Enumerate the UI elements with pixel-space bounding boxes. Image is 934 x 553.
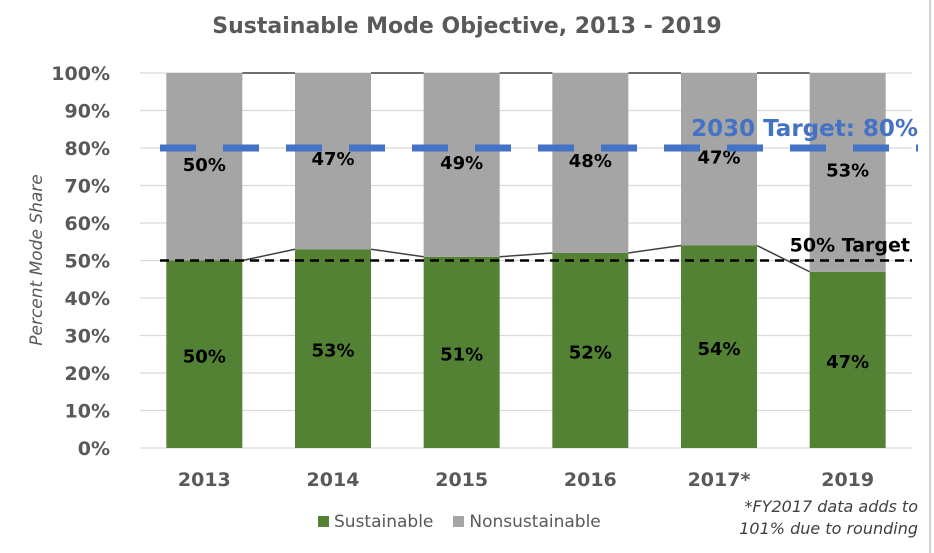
legend-item-nonsustainable: Nonsustainable <box>453 512 601 532</box>
series-line <box>756 244 811 273</box>
y-tick-label: 20% <box>65 363 110 385</box>
legend-label-nonsustainable: Nonsustainable <box>469 512 601 532</box>
data-label: 50% <box>183 155 226 176</box>
legend-swatch-sustainable <box>318 516 329 527</box>
footnote-line-2: 101% due to rounding <box>739 519 918 538</box>
y-tick-label: 60% <box>65 213 110 235</box>
y-tick-label: 10% <box>65 401 110 423</box>
bar-nonsustainable <box>295 73 371 250</box>
bar-sustainable <box>166 260 243 448</box>
series-line <box>499 252 553 258</box>
bar-nonsustainable <box>423 73 500 257</box>
data-label: 47% <box>311 149 354 170</box>
series-line <box>628 244 682 254</box>
y-tick-label: 0% <box>78 438 110 460</box>
chart-title: Sustainable Mode Objective, 2013 - 2019 <box>212 14 722 39</box>
bar-sustainable <box>681 245 757 448</box>
series-line <box>242 248 296 262</box>
y-tick-label: 50% <box>65 251 110 273</box>
bar-sustainable <box>295 249 371 448</box>
bar-sustainable <box>809 271 886 448</box>
data-label: 54% <box>697 339 740 360</box>
legend: Sustainable Nonsustainable <box>318 512 601 532</box>
bar-nonsustainable <box>809 73 886 272</box>
x-tick-label: 2015 <box>435 469 488 491</box>
x-tick-label: 2017* <box>688 469 751 491</box>
target-2030-label: 2030 Target: 80% <box>691 116 918 142</box>
x-tick-label: 2016 <box>564 469 617 491</box>
y-tick-label: 80% <box>65 138 110 160</box>
bar-nonsustainable <box>552 73 629 253</box>
y-axis-label: Percent Mode Share <box>27 174 47 346</box>
data-label: 48% <box>569 151 612 172</box>
data-label: 53% <box>826 160 869 181</box>
y-tick-label: 100% <box>51 63 110 85</box>
legend-swatch-nonsustainable <box>453 516 465 527</box>
y-tick-label: 90% <box>65 101 110 123</box>
x-tick-label: 2013 <box>178 469 231 491</box>
data-label: 47% <box>826 352 869 373</box>
footnote-line-1: *FY2017 data adds to <box>744 497 918 516</box>
x-tick-label: 2019 <box>821 469 874 491</box>
bar-nonsustainable <box>681 73 757 246</box>
legend-item-sustainable: Sustainable <box>318 512 433 532</box>
bar-sustainable <box>423 256 500 448</box>
y-tick-label: 30% <box>65 326 110 348</box>
series-line <box>370 248 424 258</box>
data-label: 50% <box>183 346 226 367</box>
legend-label-sustainable: Sustainable <box>334 512 434 532</box>
y-tick-label: 70% <box>65 176 110 198</box>
data-label: 49% <box>440 153 483 174</box>
data-label: 47% <box>697 147 740 168</box>
x-tick-label: 2014 <box>307 469 360 491</box>
target-50-label: 50% Target <box>790 235 910 257</box>
frame-border <box>929 0 931 553</box>
footnote: *FY2017 data adds to 101% due to roundin… <box>739 496 918 540</box>
data-label: 51% <box>440 344 483 365</box>
data-label: 53% <box>311 341 354 362</box>
data-label: 52% <box>569 343 612 364</box>
bar-sustainable <box>552 253 629 448</box>
y-tick-label: 40% <box>65 288 110 310</box>
bar-nonsustainable <box>166 73 243 261</box>
